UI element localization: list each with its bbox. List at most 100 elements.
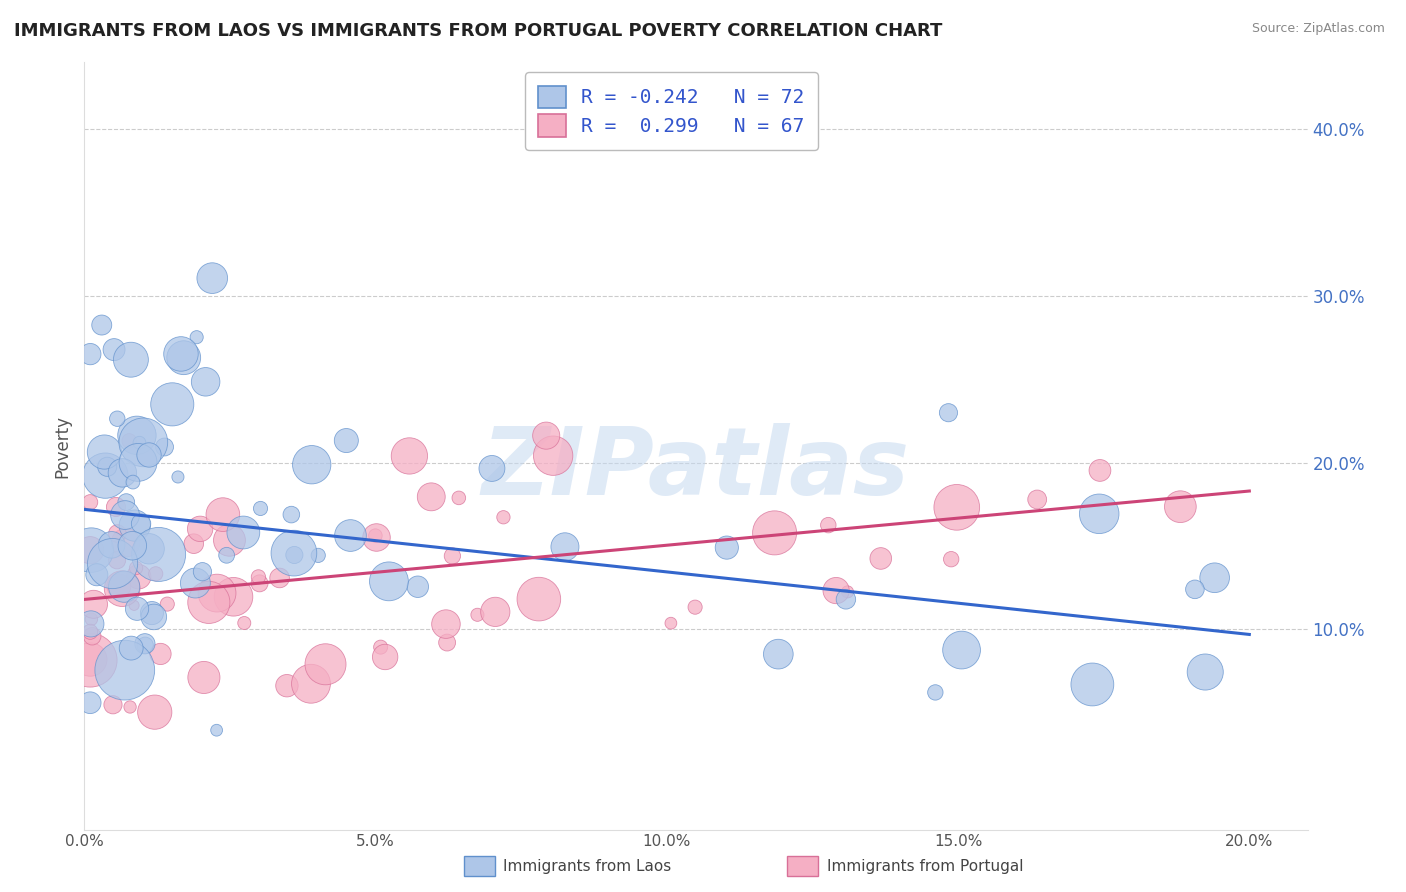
Point (201, 271, 224, 285)
Point (215, 549, 238, 563)
Point (222, 590, 245, 604)
Point (79, 652, 101, 666)
Point (104, 500, 127, 514)
Text: IMMIGRANTS FROM LAOS VS IMMIGRANTS FROM PORTUGAL POVERTY CORRELATION CHART: IMMIGRANTS FROM LAOS VS IMMIGRANTS FROM … (14, 22, 942, 40)
Point (1204, 571, 1226, 585)
Point (108, 579, 131, 593)
Point (492, 510, 515, 524)
Point (156, 597, 179, 611)
Point (143, 705, 166, 719)
Point (128, 570, 150, 584)
Point (121, 539, 143, 553)
Point (83, 597, 105, 611)
Point (132, 435, 155, 450)
Point (103, 343, 125, 357)
Point (232, 525, 254, 540)
Point (837, 585, 859, 599)
Point (173, 351, 195, 365)
Point (1194, 665, 1216, 679)
Point (280, 508, 302, 522)
Point (554, 540, 576, 554)
Point (120, 700, 142, 714)
Point (148, 548, 170, 562)
Point (101, 557, 124, 571)
Point (938, 406, 960, 420)
Point (269, 571, 291, 585)
Point (683, 600, 706, 615)
Point (112, 580, 135, 594)
Point (101, 698, 124, 712)
Point (90, 318, 112, 332)
Point (184, 576, 207, 591)
Point (80, 616, 103, 631)
Point (339, 528, 361, 542)
Point (1026, 492, 1049, 507)
Point (869, 551, 891, 566)
Point (79, 543, 101, 558)
Text: Immigrants from Portugal: Immigrants from Portugal (827, 859, 1024, 873)
Point (299, 677, 322, 691)
Text: ZIPatlas: ZIPatlas (482, 423, 910, 515)
Point (441, 549, 464, 563)
Point (82, 629, 104, 643)
Point (835, 592, 858, 607)
Point (247, 570, 270, 584)
Point (924, 685, 946, 699)
Point (118, 434, 141, 448)
Point (79, 653, 101, 667)
Point (142, 610, 165, 624)
Point (162, 397, 184, 411)
Point (941, 552, 963, 566)
Point (125, 601, 148, 615)
Point (467, 607, 489, 622)
Point (1170, 500, 1192, 514)
Text: Source: ZipAtlas.com: Source: ZipAtlas.com (1251, 22, 1385, 36)
Point (170, 347, 193, 361)
Point (128, 435, 150, 450)
Point (763, 525, 786, 540)
Point (80, 543, 103, 558)
Point (276, 679, 298, 693)
Point (186, 330, 208, 344)
Point (149, 647, 172, 661)
Point (79, 624, 101, 639)
Point (107, 526, 129, 541)
Point (167, 470, 190, 484)
Point (398, 449, 420, 463)
Point (193, 670, 215, 684)
Point (205, 723, 228, 738)
Point (96, 459, 118, 474)
Point (817, 518, 839, 533)
Y-axis label: Poverty: Poverty (53, 415, 72, 477)
Point (79, 495, 101, 509)
Point (283, 546, 305, 560)
Point (1184, 582, 1206, 597)
Point (138, 448, 160, 462)
Point (141, 606, 163, 620)
Point (114, 663, 136, 677)
Point (366, 531, 388, 545)
Point (153, 440, 176, 454)
Point (124, 518, 146, 533)
Point (80, 612, 103, 626)
Point (420, 490, 443, 504)
Point (212, 508, 235, 522)
Point (188, 522, 211, 536)
Point (825, 583, 848, 598)
Point (378, 574, 401, 589)
Text: Immigrants from Laos: Immigrants from Laos (503, 859, 672, 873)
Point (484, 605, 506, 619)
Point (434, 617, 457, 632)
Point (125, 428, 148, 442)
Point (86, 567, 108, 582)
Point (527, 592, 550, 607)
Point (127, 455, 149, 469)
Point (315, 657, 337, 672)
Point (481, 461, 503, 475)
Point (716, 541, 738, 555)
Point (301, 458, 323, 472)
Point (114, 535, 136, 549)
Point (138, 541, 160, 556)
Point (249, 576, 271, 591)
Point (114, 508, 136, 522)
